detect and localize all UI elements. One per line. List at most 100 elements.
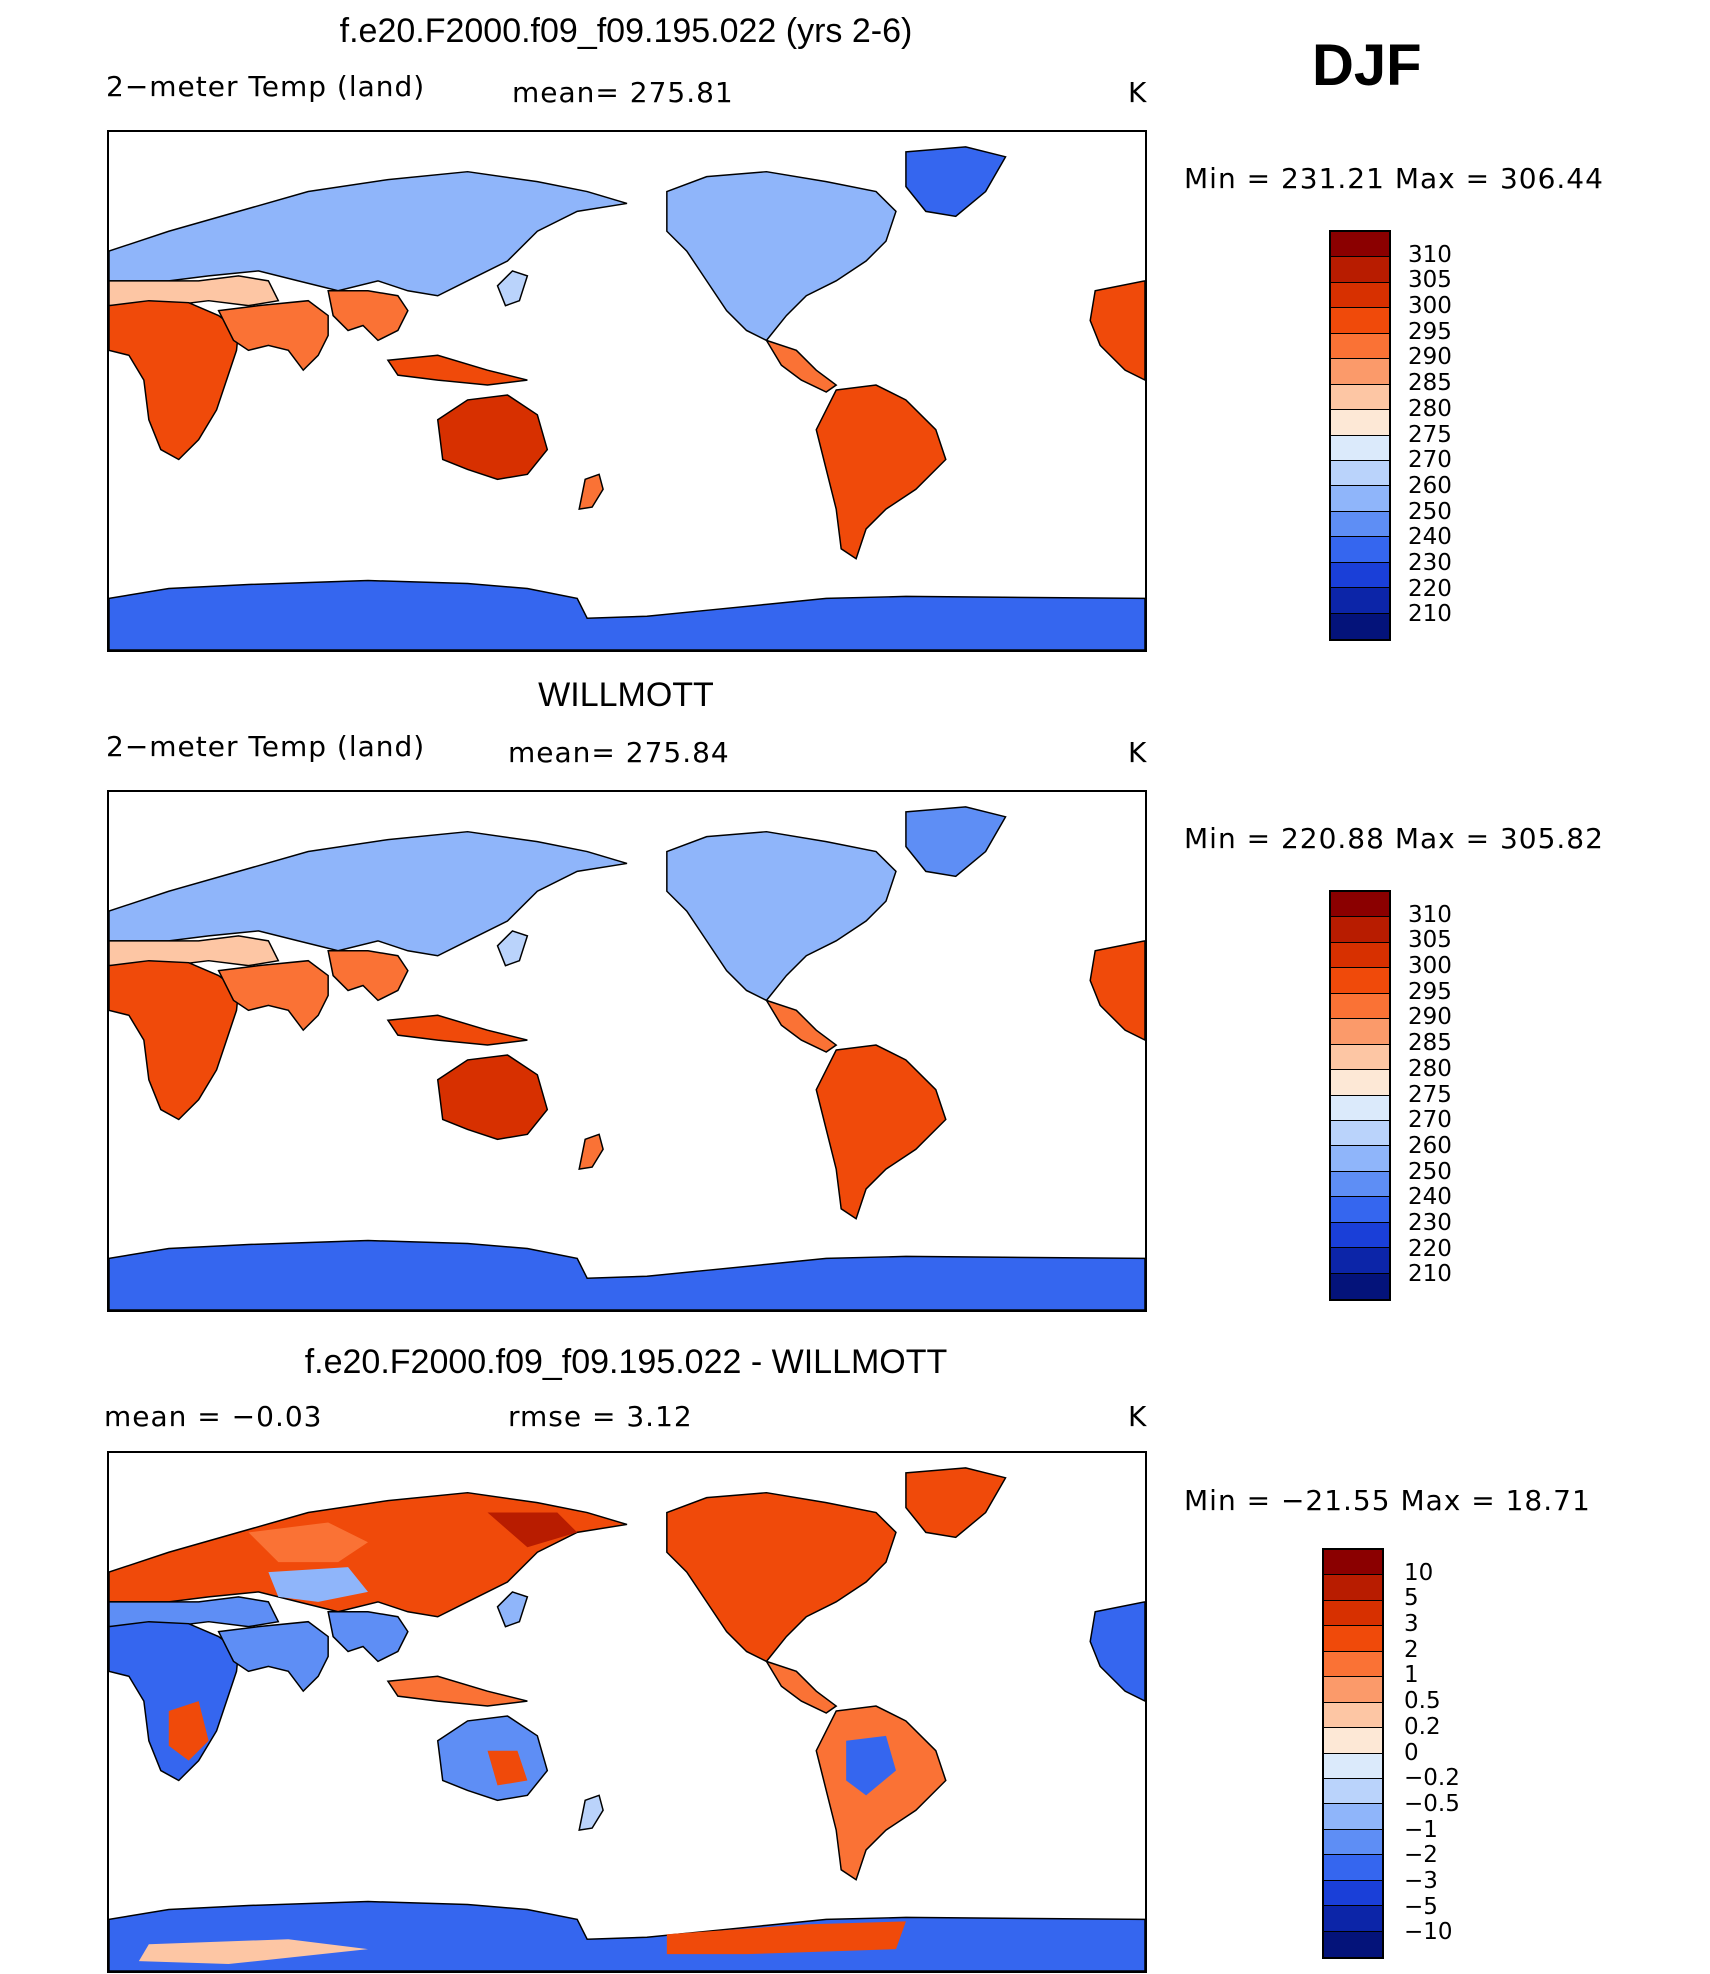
colorbar-swatch: [1324, 1880, 1382, 1907]
colorbar-tick-label: 1: [1404, 1662, 1419, 1689]
se-asia-landmass: [327, 1611, 409, 1663]
colorbar-swatch: [1331, 1248, 1389, 1274]
colorbar-tick-label: 0.2: [1404, 1713, 1441, 1740]
w-africa-landmass: [1089, 940, 1145, 1041]
arabia-india-landmass: [217, 299, 329, 372]
colorbar-tick-label: 305: [1408, 267, 1452, 294]
colorbar-tick-label: 300: [1408, 953, 1452, 980]
colorbar-swatch: [1324, 1550, 1382, 1576]
eurasia-landmass: [109, 170, 628, 297]
colorbar-tick-label: 0: [1404, 1739, 1419, 1766]
colorbar-swatch: [1324, 1651, 1382, 1678]
n-america-landmass: [666, 830, 897, 1002]
se-asia-landmass: [327, 290, 409, 342]
colorbar-swatch: [1331, 359, 1389, 385]
europe-south-landmass: [109, 1596, 280, 1628]
colorbar-tick-label: −0.2: [1404, 1765, 1460, 1792]
colorbar-swatch: [1331, 333, 1389, 360]
colorbar-swatch: [1324, 1753, 1382, 1779]
colorbar-tick-label: 285: [1408, 370, 1452, 397]
colorbar-swatch: [1331, 1070, 1389, 1096]
panel3-minmax-label: Min = −21.55 Max = 18.71: [1184, 1484, 1591, 1517]
colorbar-swatch: [1324, 1855, 1382, 1881]
colorbar-swatch: [1331, 917, 1389, 943]
panel2-map: [107, 790, 1147, 1312]
colorbar-swatch: [1331, 562, 1389, 589]
panel3-mean-label: mean = −0.03: [104, 1400, 323, 1433]
colorbar-tick-label: −10: [1404, 1919, 1453, 1946]
colorbar-swatch: [1331, 282, 1389, 309]
colorbar-swatch: [1331, 588, 1389, 614]
bias-patch: [487, 1750, 528, 1786]
colorbar-tick-label: 310: [1408, 241, 1452, 268]
arabia-india-landmass: [217, 959, 329, 1032]
indonesia-landmass: [386, 1014, 528, 1046]
panel2-colorbar: [1329, 890, 1391, 1301]
colorbar-swatch: [1324, 1702, 1382, 1729]
indonesia-landmass: [386, 354, 528, 386]
antarctica-landmass: [109, 1900, 1145, 1971]
colorbar-tick-label: 275: [1408, 421, 1452, 448]
colorbar-swatch: [1324, 1600, 1382, 1627]
africa-landmass: [109, 299, 240, 461]
n-america-landmass: [666, 170, 897, 342]
panel3-title: f.e20.F2000.f09_f09.195.022 - WILLMOTT: [304, 1343, 948, 1381]
colorbar-swatch: [1331, 1019, 1389, 1045]
africa-landmass: [109, 959, 240, 1121]
colorbar-tick-label: 240: [1408, 1184, 1452, 1211]
colorbar-tick-label: −0.5: [1404, 1790, 1460, 1817]
colorbar-tick-label: −2: [1404, 1842, 1438, 1869]
colorbar-swatch: [1331, 1197, 1389, 1223]
panel1-variable-label: 2−meter Temp (land): [106, 70, 426, 103]
colorbar-tick-label: 275: [1408, 1081, 1452, 1108]
antarctica-landmass: [109, 1239, 1145, 1310]
greenland-landmass: [905, 806, 1007, 878]
eurasia-landmass: [109, 830, 628, 957]
colorbar-tick-label: 240: [1408, 524, 1452, 551]
colorbar-tick-label: 2: [1404, 1636, 1419, 1663]
colorbar-tick-label: 280: [1408, 1055, 1452, 1082]
bias-patch: [268, 1567, 368, 1602]
colorbar-tick-label: −5: [1404, 1893, 1438, 1920]
colorbar-tick-label: −3: [1404, 1867, 1438, 1894]
bias-patch: [846, 1735, 896, 1796]
colorbar-tick-label: 270: [1408, 1107, 1452, 1134]
colorbar-tick-label: 295: [1408, 978, 1452, 1005]
colorbar-swatch: [1324, 1677, 1382, 1703]
nz-landmass: [578, 1133, 604, 1170]
colorbar-tick-label: 230: [1408, 1209, 1452, 1236]
c-america-landmass: [764, 999, 838, 1053]
s-america-landmass: [815, 1044, 947, 1220]
n-america-landmass: [666, 1491, 897, 1663]
panel2-mean-label: mean= 275.84: [508, 736, 730, 769]
australia-landmass: [436, 1054, 549, 1141]
panel1-mean-label: mean= 275.81: [512, 76, 734, 109]
colorbar-swatch: [1331, 511, 1389, 538]
nz-landmass: [578, 1794, 604, 1831]
panel2-minmax-label: Min = 220.88 Max = 305.82: [1184, 822, 1604, 855]
colorbar-tick-label: 210: [1408, 601, 1452, 628]
indonesia-landmass: [386, 1675, 528, 1707]
panel1-unit-label: K: [1128, 76, 1148, 109]
colorbar-swatch: [1331, 232, 1389, 258]
panel1-map: [107, 130, 1147, 652]
panel3-colorbar: [1322, 1548, 1384, 1959]
colorbar-tick-label: 0.5: [1404, 1688, 1441, 1715]
colorbar-swatch: [1331, 308, 1389, 334]
s-america-landmass: [815, 1705, 947, 1881]
colorbar-swatch: [1331, 1171, 1389, 1198]
colorbar-tick-label: 300: [1408, 293, 1452, 320]
season-label: DJF: [1312, 33, 1422, 98]
europe-south-landmass: [109, 275, 280, 307]
colorbar-tick-label: 295: [1408, 318, 1452, 345]
antarctica-landmass: [109, 579, 1145, 650]
europe-south-landmass: [109, 935, 280, 967]
colorbar-tick-label: 210: [1408, 1261, 1452, 1288]
colorbar-tick-label: 310: [1408, 901, 1452, 928]
colorbar-tick-label: 260: [1408, 472, 1452, 499]
s-america-landmass: [815, 384, 947, 560]
greenland-landmass: [905, 146, 1007, 218]
arabia-india-landmass: [217, 1620, 329, 1693]
colorbar-tick-label: 260: [1408, 1132, 1452, 1159]
w-africa-landmass: [1089, 1601, 1145, 1702]
